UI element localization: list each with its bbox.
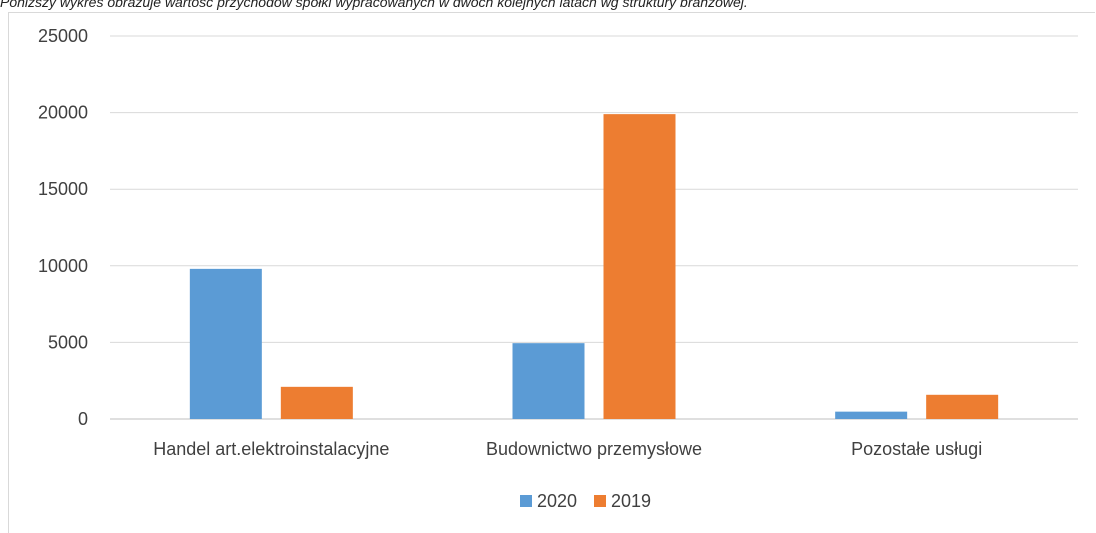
y-tick-label: 0 [78,409,88,429]
bar-2019-2 [926,394,999,419]
chart-frame [8,12,1095,533]
legend-swatch-2019 [594,495,606,507]
chart-caption: Poniższy wykres obrazuje wartość przycho… [0,0,748,10]
y-tick-label: 10000 [38,256,88,276]
y-tick-label: 5000 [48,332,88,352]
category-label: Pozostałe usługi [851,439,982,459]
legend-swatch-2020 [520,495,532,507]
legend: 2020 2019 [520,491,651,511]
y-axis-ticks: 0 5000 10000 15000 20000 25000 [38,26,88,429]
category-labels: Handel art.elektroinstalacyjne Budownictw… [153,439,982,459]
bar-2019-0 [280,386,353,419]
bar-2020-0 [189,268,262,419]
category-label: Handel art.elektroinstalacyjne [153,439,389,459]
y-tick-label: 25000 [38,26,88,46]
bar-2020-2 [835,411,908,419]
bars [189,114,999,419]
category-label: Budownictwo przemysłowe [486,439,702,459]
legend-label-2020: 2020 [537,491,577,511]
bar-2019-1 [603,114,676,419]
legend-label-2019: 2019 [611,491,651,511]
bar-2020-1 [512,343,585,419]
y-tick-label: 20000 [38,103,88,123]
gridlines [110,35,1078,420]
y-tick-label: 15000 [38,179,88,199]
